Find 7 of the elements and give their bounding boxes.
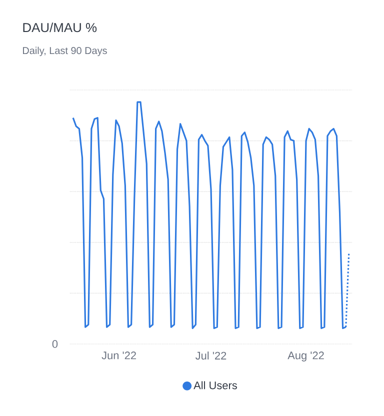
x-tick-label: Jun '22 [102,352,136,360]
x-tick-label: Aug '22 [288,352,324,362]
x-tick-label: Jul '22 [196,352,226,360]
chart-subtitle: Daily, Last 90 Days [23,46,107,56]
legend-label: All Users [194,381,237,390]
chart-title: DAU/MAU % [23,22,97,32]
text: 0 [52,340,58,348]
